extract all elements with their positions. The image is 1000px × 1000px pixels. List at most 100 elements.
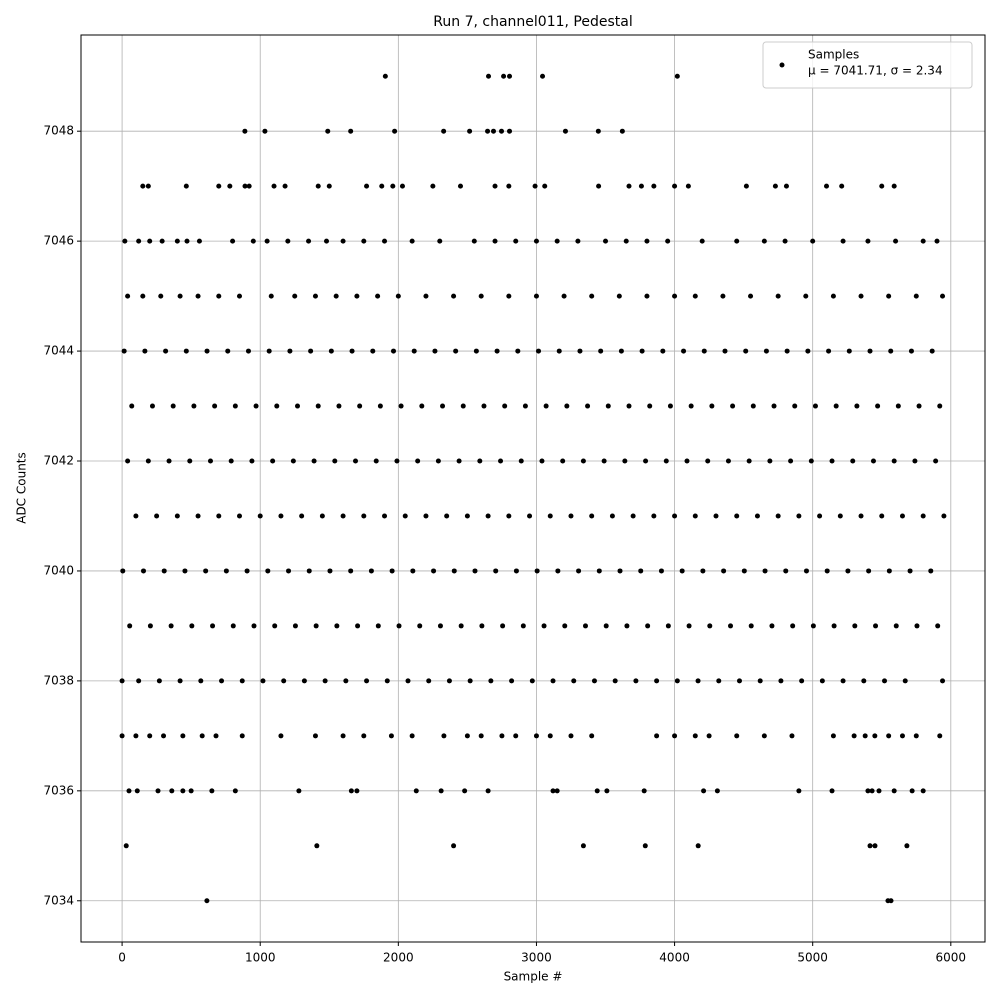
x-tick-label: 0 [118, 951, 126, 965]
point [236, 293, 242, 299]
x-tick-label: 4000 [659, 951, 690, 965]
point [594, 788, 600, 794]
point [882, 678, 888, 684]
point [203, 568, 209, 574]
point [477, 458, 483, 464]
y-tick-label: 7040 [43, 563, 74, 577]
point [580, 458, 586, 464]
point [437, 623, 443, 629]
point [456, 458, 462, 464]
point [467, 678, 473, 684]
point [464, 513, 470, 519]
y-tick-label: 7048 [43, 124, 74, 138]
point [392, 128, 398, 134]
point [328, 348, 334, 354]
point [824, 183, 830, 189]
point [633, 678, 639, 684]
point [357, 403, 363, 409]
point [542, 183, 548, 189]
point [589, 293, 595, 299]
point [260, 678, 266, 684]
point [782, 238, 788, 244]
point [440, 403, 446, 409]
point [196, 238, 202, 244]
point [651, 183, 657, 189]
point [204, 898, 210, 904]
point [580, 843, 586, 849]
point [833, 403, 839, 409]
point [390, 183, 396, 189]
point [550, 678, 556, 684]
point [716, 678, 722, 684]
point [147, 733, 153, 739]
point [390, 348, 396, 354]
point [324, 238, 330, 244]
point [866, 568, 872, 574]
point [692, 733, 698, 739]
point [672, 733, 678, 739]
point [250, 238, 256, 244]
point [486, 73, 492, 79]
point [869, 788, 875, 794]
point [236, 513, 242, 519]
point [638, 183, 644, 189]
point [500, 623, 506, 629]
x-tick-label: 1000 [245, 951, 276, 965]
point [920, 238, 926, 244]
point [812, 403, 818, 409]
point [281, 678, 287, 684]
point [556, 348, 562, 354]
point [306, 238, 312, 244]
point [789, 733, 795, 739]
point [411, 348, 417, 354]
point [643, 458, 649, 464]
point [348, 788, 354, 794]
point [609, 513, 615, 519]
point [249, 458, 255, 464]
point [658, 568, 664, 574]
point [471, 238, 477, 244]
point [462, 788, 468, 794]
point [830, 293, 836, 299]
point [645, 623, 651, 629]
point [183, 183, 189, 189]
point [893, 238, 899, 244]
point [308, 348, 314, 354]
point [701, 348, 707, 354]
point [647, 403, 653, 409]
point [265, 568, 271, 574]
point [854, 403, 860, 409]
y-axis-label: ADC Counts [15, 452, 29, 524]
point [865, 788, 871, 794]
y-tick-label: 7038 [43, 673, 74, 687]
point [699, 238, 705, 244]
point [501, 73, 507, 79]
point [312, 293, 318, 299]
point [285, 238, 291, 244]
point [336, 403, 342, 409]
point [389, 568, 395, 574]
point [349, 348, 355, 354]
point [534, 568, 540, 574]
point [805, 348, 811, 354]
point [641, 788, 647, 794]
point [145, 458, 151, 464]
x-tick-label: 6000 [936, 951, 967, 965]
point [464, 733, 470, 739]
point [136, 238, 142, 244]
point [126, 788, 132, 794]
point [638, 568, 644, 574]
point [778, 678, 784, 684]
point [799, 678, 805, 684]
point [485, 513, 491, 519]
point [761, 238, 767, 244]
point [626, 183, 632, 189]
point [589, 513, 595, 519]
point [810, 623, 816, 629]
point [361, 733, 367, 739]
point [934, 238, 940, 244]
point [706, 733, 712, 739]
point [212, 403, 218, 409]
point [246, 183, 252, 189]
point [763, 348, 769, 354]
